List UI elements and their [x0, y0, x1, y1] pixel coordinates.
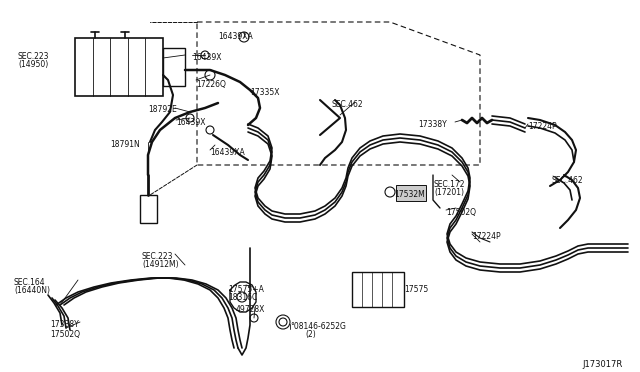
- Text: 17502Q: 17502Q: [446, 208, 476, 217]
- Text: 17224P: 17224P: [472, 232, 500, 241]
- Text: 18791N: 18791N: [110, 140, 140, 149]
- Text: 16439X: 16439X: [176, 118, 205, 127]
- Text: 18792E: 18792E: [148, 105, 177, 114]
- Text: (14912M): (14912M): [142, 260, 179, 269]
- Text: (17201): (17201): [434, 188, 464, 197]
- Text: J173017R: J173017R: [582, 360, 622, 369]
- Text: SEC.172: SEC.172: [434, 180, 465, 189]
- Text: 17338Y: 17338Y: [50, 320, 79, 329]
- Text: 17335X: 17335X: [250, 88, 280, 97]
- Text: SEC.462: SEC.462: [332, 100, 364, 109]
- Bar: [396, 185, 426, 201]
- Text: SEC.223: SEC.223: [142, 252, 173, 261]
- Text: 17532M: 17532M: [394, 190, 425, 199]
- Bar: [75, 38, 163, 96]
- Text: (14950): (14950): [18, 60, 48, 69]
- Text: (2): (2): [305, 330, 316, 339]
- Text: 17575: 17575: [404, 285, 428, 294]
- Text: (16440N): (16440N): [14, 286, 50, 295]
- Bar: [140, 195, 157, 223]
- Bar: [352, 272, 404, 307]
- Text: °08146-6252G: °08146-6252G: [290, 322, 346, 331]
- Text: 17575+A: 17575+A: [228, 285, 264, 294]
- Text: 17338Y: 17338Y: [418, 120, 447, 129]
- Text: SEC.223: SEC.223: [18, 52, 49, 61]
- Bar: [163, 48, 185, 86]
- Text: 17224P: 17224P: [528, 122, 557, 131]
- Text: 16439XA: 16439XA: [210, 148, 244, 157]
- Text: 17226Q: 17226Q: [196, 80, 226, 89]
- Text: 16439XA: 16439XA: [218, 32, 253, 41]
- Text: 16439X: 16439X: [192, 53, 221, 62]
- Text: 49728X: 49728X: [236, 305, 266, 314]
- Text: 17502Q: 17502Q: [50, 330, 80, 339]
- Text: 18316C: 18316C: [228, 293, 257, 302]
- Text: SEC.462: SEC.462: [552, 176, 584, 185]
- Text: SEC.164: SEC.164: [14, 278, 45, 287]
